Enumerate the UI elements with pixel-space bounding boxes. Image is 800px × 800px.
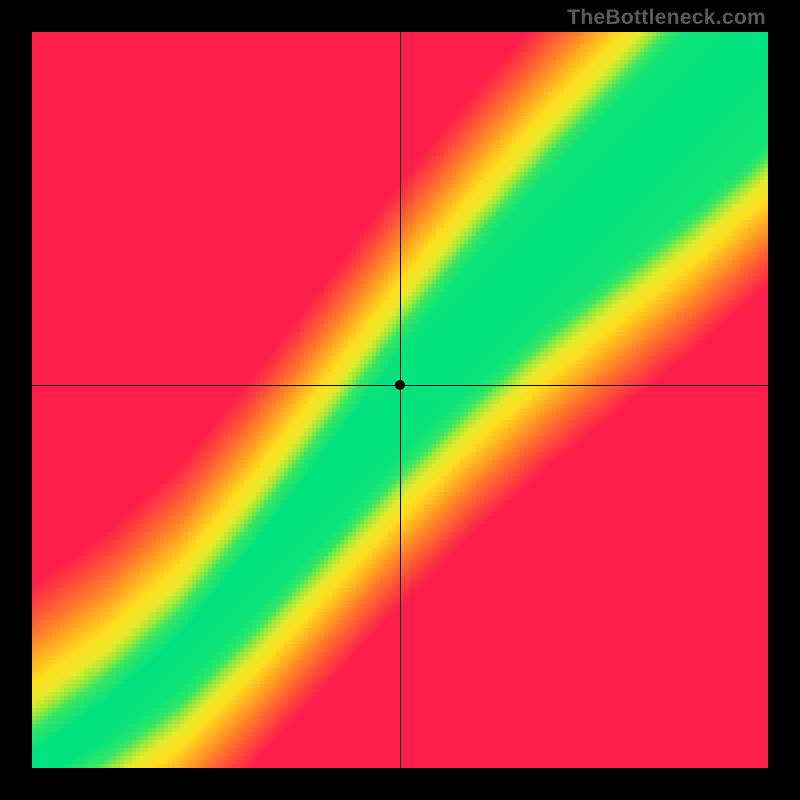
heatmap-plot	[32, 32, 768, 768]
crosshair-vertical	[400, 32, 401, 768]
watermark-text: TheBottleneck.com	[567, 6, 766, 30]
crosshair-marker	[395, 380, 405, 390]
